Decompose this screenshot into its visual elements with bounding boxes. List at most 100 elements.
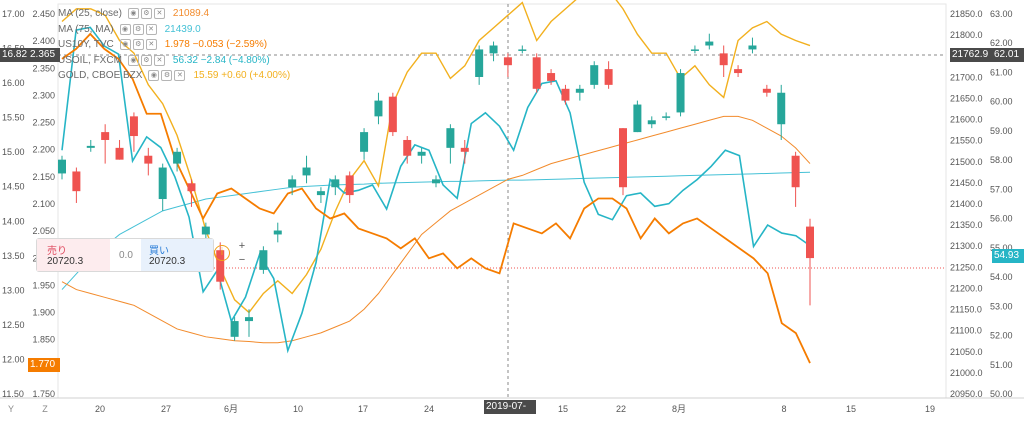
eye-icon[interactable]: ◉ [119, 39, 131, 51]
x-tick-label: 8月 [672, 404, 686, 414]
left-inner-tick: 2.050 [32, 226, 55, 236]
axis-corner-z[interactable]: Z [42, 404, 48, 414]
spread-value: 0.0 [119, 250, 133, 261]
left-inner-tick: 2.450 [32, 9, 55, 19]
right-outer-tick: 54.00 [990, 272, 1013, 282]
legend-row-us10y[interactable]: US10Y, TVC ◉ ⚙ ✕ 1.978 −0.053 (−2.59%) [58, 37, 290, 53]
oil-price-tag: 54.93 [992, 249, 1024, 263]
right-inner-tick: 21350.0 [950, 220, 983, 230]
left-inner-tick: 1.900 [32, 308, 55, 318]
left-inner-tick: 2.300 [32, 90, 55, 100]
candle-body [288, 179, 297, 188]
legend-row-usoil[interactable]: USOIL, FXCM ◉ ⚙ ✕ 56.32 −2.84 (−4.80%) [58, 53, 290, 69]
sell-button[interactable]: 売り 20720.3 [37, 239, 110, 271]
candle-body [590, 65, 599, 85]
right-inner-tick: 21600.0 [950, 115, 983, 125]
candle-body [734, 69, 743, 74]
legend-value: 56.32 −2.84 (−4.80%) [172, 54, 270, 66]
candle-body [316, 191, 325, 196]
candle-body [791, 155, 800, 188]
settings-icon[interactable]: ⚙ [140, 54, 152, 66]
candle-body [460, 147, 469, 152]
right-inner-tick: 21400.0 [950, 199, 983, 209]
candle-body [690, 49, 699, 51]
right-outer-tick: 57.00 [990, 184, 1013, 194]
legend-name: MA (75, MA) [58, 23, 114, 35]
candle-body [705, 41, 714, 46]
close-icon[interactable]: ✕ [153, 54, 165, 66]
candle-body [388, 96, 397, 133]
axis-corner-y[interactable]: Y [7, 404, 14, 414]
candle-body [259, 250, 268, 270]
right-inner-tick: 21250.0 [950, 262, 983, 272]
settings-icon[interactable]: ⚙ [132, 23, 144, 35]
settings-icon[interactable]: ⚙ [161, 70, 173, 82]
right-outer-tick: 60.00 [990, 97, 1013, 107]
crosshair-price-tag: 21762.9 [950, 48, 992, 62]
candle-body [115, 147, 124, 160]
candle-body [503, 57, 512, 66]
legend-value: 1.978 −0.053 (−2.59%) [164, 39, 268, 51]
candle-body [719, 53, 728, 66]
candle-body [86, 145, 95, 148]
buy-price: 20720.3 [149, 256, 186, 267]
settings-icon[interactable]: ⚙ [140, 8, 152, 20]
left-inner-tick: 1.850 [32, 335, 55, 345]
info-icon[interactable]: i [214, 245, 230, 261]
eye-icon[interactable]: ◉ [119, 23, 131, 35]
right-inner-tick: 21200.0 [950, 283, 983, 293]
oil-top-tag: 62.01 [992, 48, 1024, 62]
candle-body [762, 88, 771, 93]
candle-body [345, 175, 354, 196]
left-outer-tick: 11.50 [2, 389, 24, 399]
candle-body [518, 49, 527, 51]
plus-icon[interactable]: + [238, 240, 246, 252]
candle-body [273, 230, 282, 235]
legend-row-gold[interactable]: GOLD, CBOE BZX ◉ ⚙ ✕ 15.59 +0.60 (+4.00%) [58, 68, 290, 84]
minus-icon[interactable]: − [238, 254, 246, 266]
right-outer-tick: 51.00 [990, 360, 1013, 370]
left-inner-tick: 1.950 [32, 280, 55, 290]
right-outer-tick: 50.00 [990, 389, 1013, 399]
eye-icon[interactable]: ◉ [127, 54, 139, 66]
gold-price-tag: 16.82 [0, 48, 28, 62]
settings-icon[interactable]: ⚙ [132, 39, 144, 51]
x-tick-label: 6月 [224, 404, 238, 414]
left-outer-tick: 15.50 [2, 113, 25, 123]
x-tick-label: 24 [424, 404, 434, 414]
candle-body [331, 179, 340, 188]
sell-label: 売り [47, 246, 67, 257]
legend-row-ma75[interactable]: MA (75, MA) ◉ ⚙ ✕ 21439.0 [58, 22, 290, 38]
close-icon[interactable]: ✕ [145, 23, 157, 35]
eye-icon[interactable]: ◉ [127, 8, 139, 20]
candle-body [417, 151, 426, 156]
eye-icon[interactable]: ◉ [148, 70, 160, 82]
candle-body [245, 317, 253, 322]
candle-body [58, 159, 66, 174]
close-icon[interactable]: ✕ [145, 39, 157, 51]
right-inner-tick: 21700.0 [950, 72, 983, 82]
left-outer-tick: 17.00 [2, 9, 25, 19]
right-outer-tick: 52.00 [990, 331, 1013, 341]
candle-body [446, 128, 455, 148]
x-tick-label: 17 [358, 404, 368, 414]
right-inner-tick: 20950.0 [950, 389, 983, 399]
right-outer-tick: 53.00 [990, 301, 1013, 311]
right-inner-tick: 21150.0 [950, 305, 982, 315]
candle-body [360, 132, 369, 152]
close-icon[interactable]: ✕ [174, 70, 186, 82]
legend-name: USOIL, FXCM [58, 54, 122, 66]
x-tick-label: 8 [781, 404, 786, 414]
candle-body [662, 116, 671, 118]
x-tick-label: 15 [558, 404, 568, 414]
right-inner-tick: 21450.0 [950, 178, 983, 188]
right-outer-tick: 62.00 [990, 38, 1013, 48]
left-outer-tick: 14.50 [2, 182, 25, 192]
legend-name: MA (25, close) [58, 8, 122, 20]
x-tick-label: 15 [846, 404, 856, 414]
right-inner-tick: 21300.0 [950, 241, 983, 251]
legend-row-ma25[interactable]: MA (25, close) ◉ ⚙ ✕ 21089.4 [58, 6, 290, 22]
buy-button[interactable]: 買い 20720.3 [141, 239, 213, 271]
candle-body [144, 155, 153, 164]
close-icon[interactable]: ✕ [153, 8, 165, 20]
